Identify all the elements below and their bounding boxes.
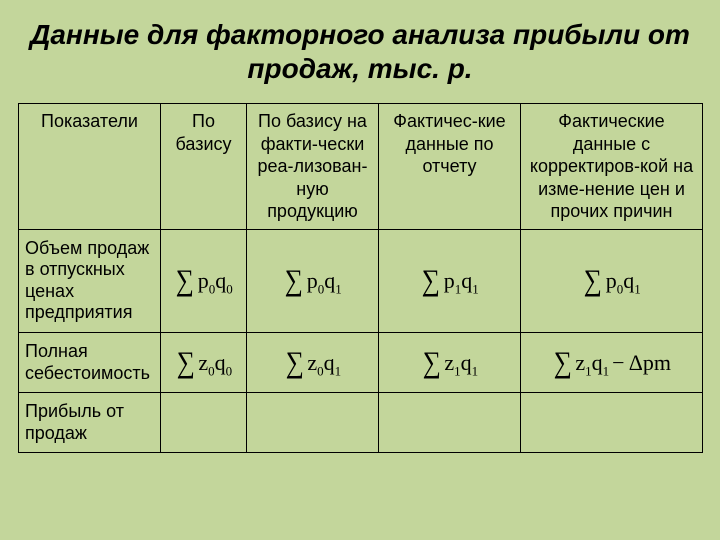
col-header-basis: По базису: [161, 104, 247, 230]
formula-cell: [247, 393, 379, 453]
formula-term: z1q1: [442, 352, 478, 374]
col-header-actual-report: Фактичес-кие данные по отчету: [379, 104, 521, 230]
sigma-icon: ∑: [285, 266, 303, 296]
formula-term: p0q1: [604, 270, 641, 292]
col-header-indicators: Показатели: [19, 104, 161, 230]
formula-term: z1q1: [573, 352, 609, 374]
formula-cell: ∑p0q1: [521, 229, 703, 332]
sigma-icon: ∑: [584, 266, 602, 296]
row-label: Полная себестоимость: [19, 333, 161, 393]
col-header-actual-corrected: Фактические данные с корректиров-кой на …: [521, 104, 703, 230]
formula-cell: [161, 393, 247, 453]
formula-cell: ∑z1q1 − Δpm: [521, 333, 703, 393]
table-row: Полная себестоимость∑z0q0∑z0q1∑z1q1∑z1q1…: [19, 333, 703, 393]
row-label: Прибыль от продаж: [19, 393, 161, 453]
formula-cell: ∑p0q1: [247, 229, 379, 332]
data-table: Показатели По базису По базису на факти-…: [18, 103, 703, 453]
formula-term: p0q1: [305, 270, 342, 292]
table-body: Объем продаж в отпускных ценах предприят…: [19, 229, 703, 453]
formula-cell: [379, 393, 521, 453]
table-header-row: Показатели По базису По базису на факти-…: [19, 104, 703, 230]
formula-cell: ∑p1q1: [379, 229, 521, 332]
formula-term: z0q0: [196, 352, 232, 374]
table-row: Прибыль от продаж: [19, 393, 703, 453]
formula-tail: − Δpm: [609, 350, 671, 376]
sigma-icon: ∑: [554, 348, 572, 378]
table-row: Объем продаж в отпускных ценах предприят…: [19, 229, 703, 332]
formula-cell: ∑p0q0: [161, 229, 247, 332]
sigma-icon: ∑: [422, 266, 440, 296]
formula-cell: ∑z0q1: [247, 333, 379, 393]
formula-cell: [521, 393, 703, 453]
page-title: Данные для факторного анализа прибыли от…: [0, 0, 720, 95]
sigma-icon: ∑: [423, 348, 441, 378]
formula-cell: ∑z1q1: [379, 333, 521, 393]
sigma-icon: ∑: [286, 348, 304, 378]
formula-cell: ∑z0q0: [161, 333, 247, 393]
formula-term: p0q0: [196, 270, 233, 292]
sigma-icon: ∑: [176, 266, 194, 296]
col-header-basis-actual: По базису на факти-чески реа-лизован-ную…: [247, 104, 379, 230]
formula-term: z0q1: [305, 352, 341, 374]
sigma-icon: ∑: [177, 348, 195, 378]
formula-term: p1q1: [442, 270, 479, 292]
row-label: Объем продаж в отпускных ценах предприят…: [19, 229, 161, 332]
